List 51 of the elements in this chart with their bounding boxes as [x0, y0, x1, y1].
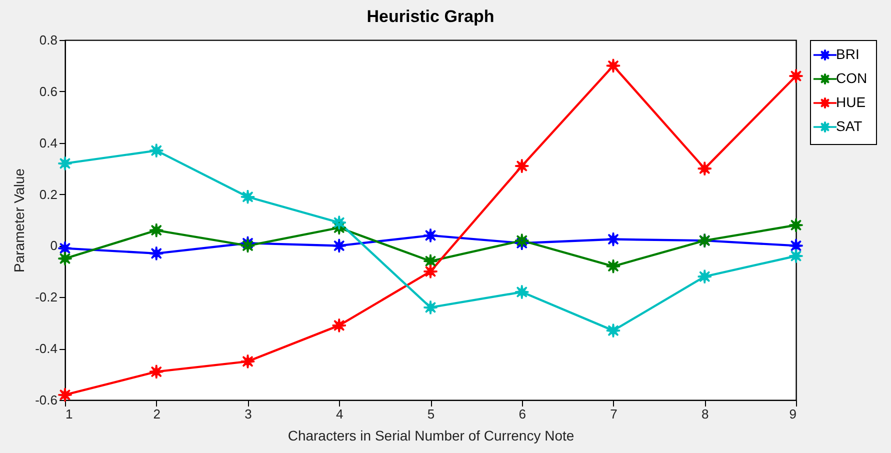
- point: [788, 248, 804, 264]
- point: [148, 143, 164, 158]
- y-tick-label: 0.6: [39, 84, 58, 99]
- point: [606, 323, 621, 338]
- y-axis-title: Parameter Value: [11, 168, 28, 273]
- point: [788, 218, 804, 233]
- point: [606, 258, 621, 274]
- point: [606, 58, 621, 74]
- legend-label: SAT: [836, 118, 863, 134]
- point: [422, 228, 438, 243]
- x-tick-label: 9: [789, 406, 796, 422]
- y-tick-label: 0.8: [39, 32, 58, 48]
- y-tick-label: 0: [50, 238, 58, 254]
- point: [332, 215, 347, 230]
- x-tick-label: 6: [518, 406, 526, 422]
- y-tick-label: -0.6: [35, 392, 58, 408]
- y-tick-label: 0.2: [39, 186, 58, 202]
- point: [422, 300, 438, 315]
- x-tick-label: 8: [702, 406, 709, 422]
- point: [332, 238, 347, 254]
- legend-label: BRI: [836, 46, 860, 62]
- x-axis-title: Characters in Serial Number of Currency Note: [288, 428, 574, 444]
- x-tick-label: 4: [336, 406, 344, 422]
- point: [332, 220, 347, 236]
- point: [148, 246, 164, 261]
- point: [57, 251, 73, 266]
- chart-title: Heuristic Graph: [366, 7, 494, 26]
- point: [697, 161, 712, 176]
- point: [240, 189, 256, 204]
- point: [332, 318, 347, 333]
- point: [606, 232, 621, 247]
- point: [148, 364, 164, 380]
- point: [57, 387, 73, 402]
- x-tick-label: 5: [427, 406, 435, 422]
- point: [514, 158, 530, 174]
- point: [57, 156, 73, 171]
- y-tick-label: -0.2: [35, 290, 58, 305]
- point: [697, 269, 712, 284]
- y-tick-label: -0.4: [35, 341, 58, 356]
- x-tick-label: 7: [610, 406, 618, 422]
- point: [148, 222, 164, 238]
- legend-label: CON: [836, 70, 868, 86]
- x-tick-label: 2: [153, 406, 160, 422]
- x-tick-label: 1: [66, 406, 73, 422]
- point: [240, 354, 256, 369]
- y-tick-label: 0.4: [39, 135, 58, 150]
- legend-label: HUE: [836, 94, 866, 110]
- x-tick-label: 3: [244, 406, 252, 422]
- point: [514, 284, 530, 300]
- point: [422, 264, 438, 279]
- point: [788, 68, 804, 84]
